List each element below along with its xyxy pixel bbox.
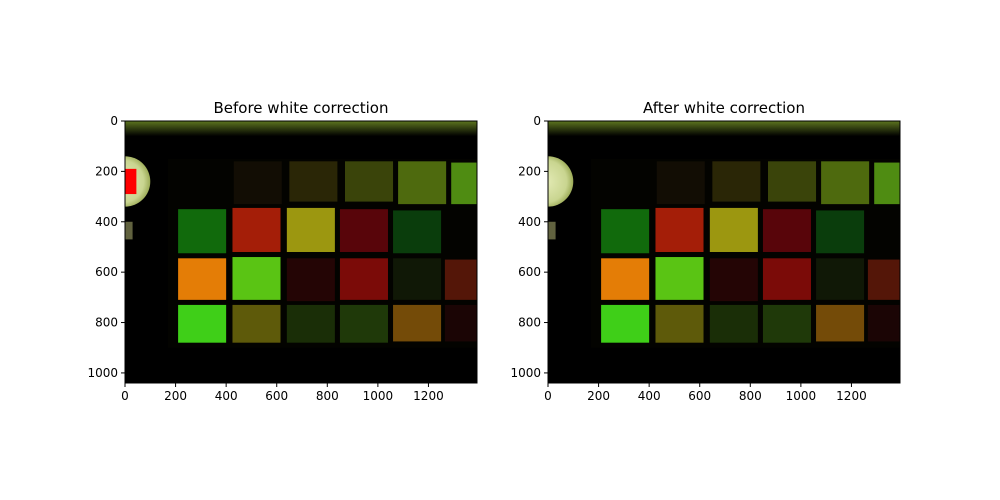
color-patch [821,161,870,205]
top-glow [548,121,900,137]
color-patch [816,210,865,254]
color-patch [712,161,761,202]
x-tick-label: 800 [739,389,762,403]
x-tick-label: 400 [638,389,661,403]
color-patch [816,258,865,300]
panel-title-after: After white correction [643,99,805,117]
y-tick-label: 0 [110,114,118,128]
x-tick-label: 0 [544,389,552,403]
color-patch [339,258,388,300]
color-patch [768,161,817,202]
y-tick-label: 200 [95,164,118,178]
color-patch [655,304,704,343]
x-axis-after: 0 200 400 600 800 1000 1200 [544,383,867,403]
x-tick-label: 800 [316,389,339,403]
y-tick-label: 800 [95,316,118,330]
axes-frame-after [547,120,901,384]
panel-after: After white correction 0 200 400 600 800 1000… [510,99,901,403]
x-tick-label: 1000 [363,389,394,403]
x-axis-before: 0 200 400 600 800 1000 1200 [121,383,444,403]
y-tick-label: 400 [95,215,118,229]
color-patch [762,209,811,252]
color-patch [232,207,281,252]
color-patch [339,304,388,343]
y-tick-label: 0 [533,114,541,128]
color-patch [709,207,758,252]
color-patch [178,304,227,343]
y-axis-after: 0 200 400 600 800 1000 [510,114,548,380]
panel-title-before: Before white correction [213,99,388,117]
color-patch [339,209,388,252]
color-patch [286,304,335,343]
panel-before: Before white correction 0 200 400 600 800 100… [87,99,478,403]
color-patch [178,258,227,300]
color-patch [709,258,758,302]
white-target [548,156,574,207]
white-reference-marker [125,168,137,195]
color-patch [393,210,442,254]
color-patch [655,257,704,300]
color-patch [656,161,705,205]
x-tick-label: 1000 [786,389,817,403]
color-patch [867,259,900,300]
color-patch [398,161,447,205]
image-area-before [125,121,477,383]
color-patch [601,209,650,254]
x-tick-label: 600 [265,389,288,403]
color-patch [867,304,900,342]
color-patch [286,258,335,302]
color-patch [286,207,335,252]
image-area-after [548,121,900,383]
color-patch [393,258,442,300]
color-patch [289,161,338,202]
color-patch [444,304,477,342]
top-glow [125,121,477,137]
color-patch [601,304,650,343]
y-tick-label: 600 [518,265,541,279]
color-patch [816,304,865,342]
color-patch [393,304,442,342]
x-tick-label: 400 [215,389,238,403]
side-mark [125,221,133,240]
x-tick-label: 600 [688,389,711,403]
color-patch [451,162,477,205]
y-tick-label: 200 [518,164,541,178]
color-patch [444,259,477,300]
color-patch [762,304,811,343]
color-patch [655,207,704,252]
axes-frame-before [124,120,478,384]
y-tick-label: 1000 [87,366,118,380]
y-tick-label: 400 [518,215,541,229]
y-axis-before: 0 200 400 600 800 1000 [87,114,125,380]
color-patch [232,257,281,300]
y-tick-label: 800 [518,316,541,330]
color-patch [709,304,758,343]
color-patch [232,304,281,343]
color-patch [762,258,811,300]
color-patch [874,162,900,205]
color-patch [601,258,650,300]
y-tick-label: 1000 [510,366,541,380]
x-tick-label: 0 [121,389,129,403]
side-mark [548,221,556,240]
color-patch [178,209,227,254]
x-tick-label: 200 [164,389,187,403]
color-patch [233,161,282,205]
color-patch [345,161,394,202]
x-tick-label: 200 [587,389,610,403]
x-tick-label: 1200 [413,389,444,403]
x-tick-label: 1200 [836,389,867,403]
y-tick-label: 600 [95,265,118,279]
